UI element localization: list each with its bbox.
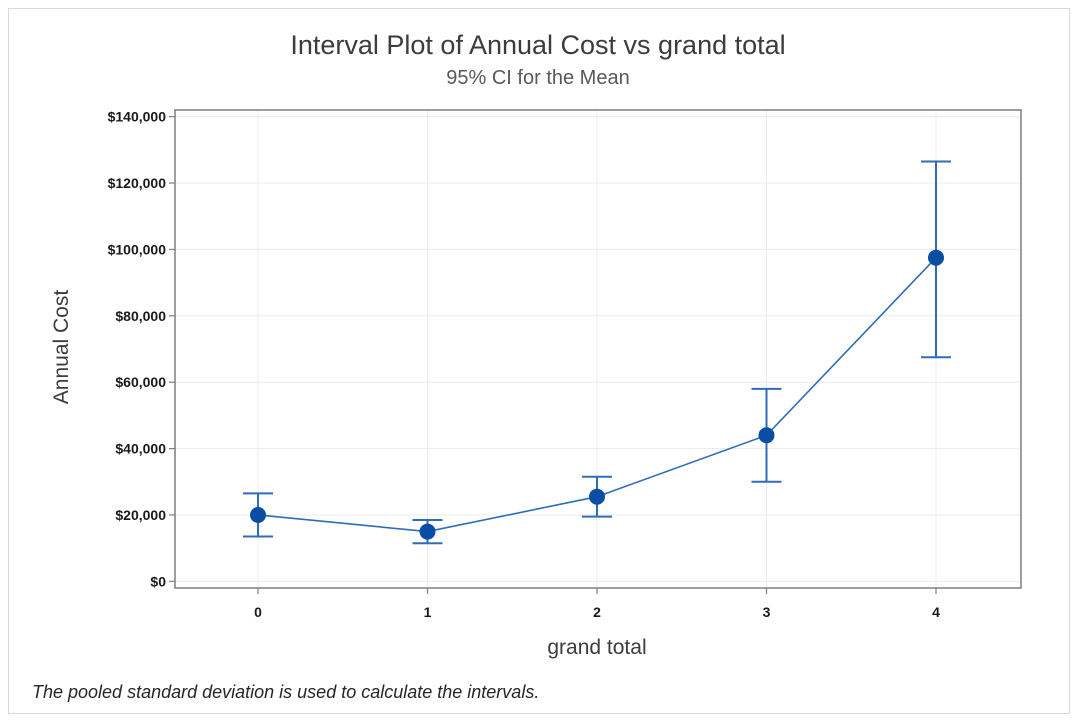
x-tick-label: 1 (424, 604, 432, 620)
chart-subtitle: 95% CI for the Mean (446, 67, 629, 89)
chart-title: Interval Plot of Annual Cost vs grand to… (290, 30, 785, 60)
chart-frame (8, 8, 1070, 714)
mean-marker (250, 506, 266, 523)
mean-marker (589, 488, 605, 505)
series-intervals (243, 160, 951, 545)
mean-marker (419, 523, 436, 540)
y-tick-label: $40,000 (115, 441, 166, 457)
plot-area (174, 109, 1022, 589)
x-axis-label: grand total (547, 636, 646, 659)
y-tick-label: $140,000 (108, 109, 167, 125)
y-tick-label: $20,000 (115, 507, 166, 523)
y-axis-label: Annual Cost (50, 290, 73, 405)
footnote: The pooled standard deviation is used to… (32, 682, 539, 702)
x-axis-ticks: 0 1 2 3 4 (254, 588, 940, 620)
mean-marker (928, 249, 944, 266)
x-tick-label: 4 (932, 604, 940, 620)
y-tick-label: $60,000 (115, 374, 166, 390)
y-tick-label: $0 (150, 573, 166, 589)
x-tick-label: 3 (763, 604, 771, 620)
y-tick-label: $100,000 (108, 241, 167, 257)
mean-marker (758, 427, 775, 444)
x-tick-label: 2 (593, 604, 601, 620)
y-tick-label: $120,000 (108, 175, 167, 191)
y-axis-ticks: $0 $20,000 $40,000 $60,000 $80,000 $100,000 $1… (108, 109, 175, 589)
x-tick-label: 0 (254, 604, 262, 620)
y-tick-label: $80,000 (115, 308, 166, 324)
gridlines (175, 110, 1021, 588)
